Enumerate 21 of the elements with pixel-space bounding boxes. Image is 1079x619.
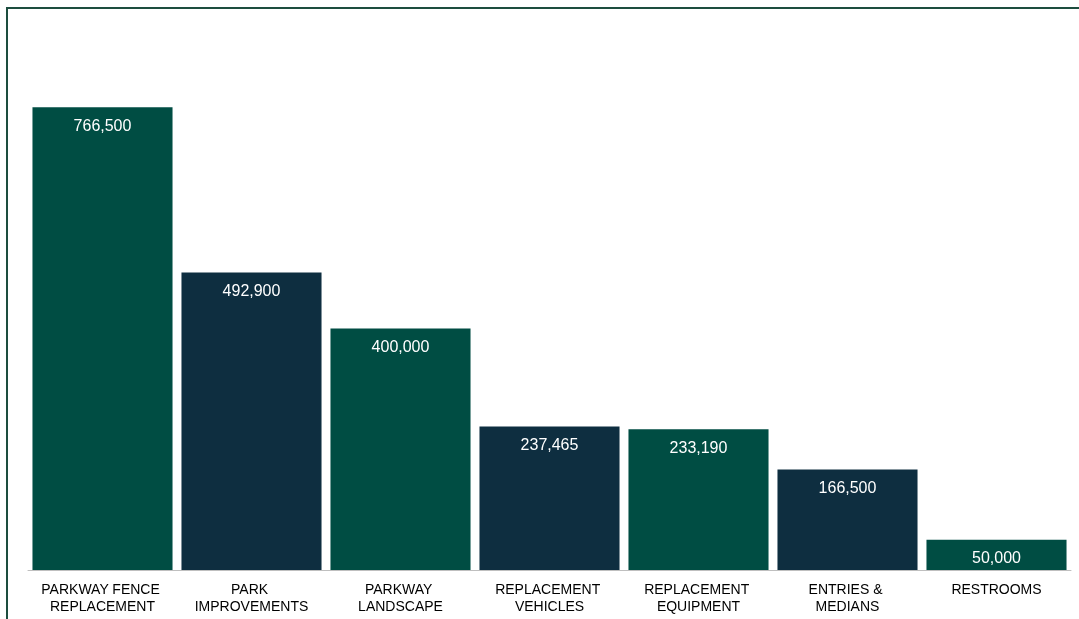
data-label: 233,190 (669, 438, 728, 456)
x-tick-label: PARK IMPROVEMENTS (194, 580, 309, 614)
x-tick-label: REPLACEMENT EQUIPMENT (644, 580, 753, 614)
x-tick-label: REPLACEMENT VEHICLES (495, 580, 604, 614)
data-label: 166,500 (818, 478, 877, 496)
bar (32, 107, 173, 570)
data-label: 50,000 (972, 549, 1022, 567)
data-label: 492,900 (222, 281, 281, 299)
data-label: 237,465 (520, 436, 579, 454)
bar (628, 429, 769, 570)
x-tick-label: RESTROOMS (951, 580, 1042, 597)
bar (181, 272, 322, 570)
data-label: 400,000 (371, 337, 430, 355)
data-label: 766,500 (73, 116, 132, 134)
bar (777, 469, 918, 570)
bar (479, 426, 620, 570)
bar (330, 328, 471, 570)
x-tick-label: PARKWAY FENCE REPLACEMENT (41, 580, 164, 614)
bar (926, 539, 1067, 570)
x-tick-label: PARKWAY LANDSCAPE (358, 580, 443, 614)
x-tick-label: ENTRIES & MEDIANS (808, 580, 887, 614)
